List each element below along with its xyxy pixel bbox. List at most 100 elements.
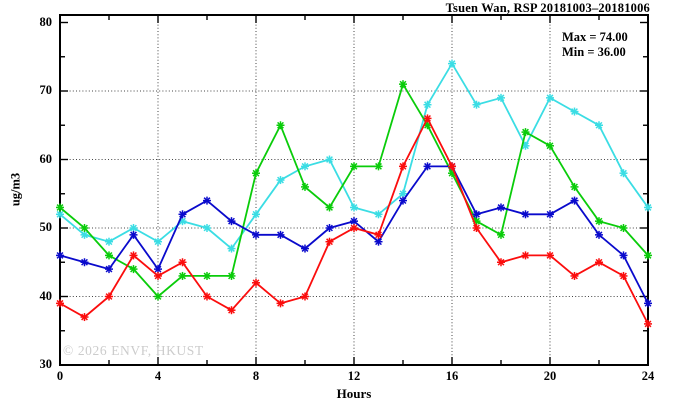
x-axis-tick-label: 12 [347, 369, 361, 383]
data-point-marker [105, 237, 113, 246]
data-point-marker [80, 313, 89, 322]
data-point-marker [595, 217, 603, 226]
x-axis-tick-label: 8 [252, 369, 260, 383]
data-point-marker [595, 258, 603, 267]
data-point-marker [227, 217, 236, 226]
data-point-marker [644, 299, 652, 308]
data-point-marker [80, 258, 89, 267]
data-point-marker [546, 210, 554, 219]
data-point-marker [129, 224, 138, 232]
y-axis-title: ug/m3 [8, 172, 23, 207]
data-point-marker [178, 210, 187, 219]
min-value-label: Min = 36.00 [562, 45, 626, 59]
data-point-marker [350, 203, 358, 212]
data-point-marker [374, 237, 383, 246]
data-point-marker [423, 114, 432, 123]
data-point-marker [56, 299, 64, 308]
data-point-marker [619, 251, 628, 260]
data-point-marker [252, 278, 260, 287]
data-point-marker [105, 265, 113, 274]
x-axis-tick-label: 20 [543, 369, 557, 383]
data-point-marker [105, 251, 113, 260]
plot-border [59, 14, 649, 366]
data-point-marker [521, 128, 530, 137]
data-point-marker [374, 162, 383, 171]
data-point-marker [325, 203, 334, 212]
data-point-marker [325, 224, 334, 232]
data-point-marker [350, 224, 358, 232]
data-point-marker [374, 210, 383, 219]
data-point-marker [276, 176, 285, 185]
max-value-label: Max = 74.00 [562, 30, 628, 44]
x-axis-tick-label: 0 [56, 369, 64, 383]
data-point-marker [301, 292, 309, 301]
data-point-marker [570, 271, 579, 280]
data-point-marker [497, 93, 505, 102]
data-point-marker [374, 230, 383, 239]
data-point-marker [301, 182, 309, 191]
data-point-marker [595, 121, 603, 130]
data-point-marker [80, 224, 89, 232]
watermark: © 2026 ENVF, HKUST [63, 343, 204, 358]
data-point-marker [56, 251, 64, 260]
data-point-marker [546, 141, 554, 150]
data-point-marker [570, 196, 579, 205]
data-point-marker [546, 251, 554, 260]
data-point-marker [154, 265, 162, 274]
data-point-marker [619, 224, 628, 232]
data-point-marker [570, 107, 579, 116]
data-point-marker [570, 182, 579, 191]
data-point-marker [129, 265, 138, 274]
data-point-marker [521, 210, 530, 219]
data-point-marker [252, 210, 260, 219]
x-axis-tick-label: 24 [641, 369, 655, 383]
series-line-blue-series [59, 165, 649, 304]
data-point-marker [301, 244, 309, 253]
data-point-marker [154, 271, 162, 280]
data-point-marker [644, 203, 652, 212]
data-point-marker [472, 210, 481, 219]
data-point-marker [203, 224, 211, 232]
data-point-marker [350, 162, 358, 171]
data-point-marker [203, 196, 211, 205]
data-point-marker [105, 292, 113, 301]
data-point-marker [178, 271, 187, 280]
chart-title: Tsuen Wan, RSP 20181003–20181006 [445, 1, 650, 15]
data-point-marker [276, 299, 285, 308]
data-point-marker [399, 162, 407, 171]
data-point-marker [423, 162, 432, 171]
data-point-marker [399, 196, 407, 205]
data-point-marker [546, 93, 554, 102]
y-axis-tick-label: 60 [39, 151, 53, 166]
data-point-marker [276, 121, 285, 130]
data-point-marker [448, 59, 456, 68]
data-point-marker [203, 271, 211, 280]
data-point-marker [350, 217, 358, 226]
stats-annotation: Max = 74.00 Min = 36.00 [562, 30, 628, 60]
data-point-marker [521, 251, 530, 260]
data-point-marker [595, 230, 603, 239]
data-point-marker [644, 251, 652, 260]
data-point-marker [276, 230, 285, 239]
data-point-marker [497, 230, 505, 239]
data-point-marker [129, 230, 138, 239]
data-point-marker [301, 162, 309, 171]
y-axis-tick-label: 70 [39, 83, 53, 97]
data-point-marker [80, 230, 89, 239]
data-point-marker [497, 258, 505, 267]
data-point-marker [154, 292, 162, 301]
data-point-marker [325, 237, 334, 246]
data-point-marker [619, 169, 628, 178]
data-point-marker [154, 237, 162, 246]
data-point-marker [227, 306, 236, 315]
data-point-marker [619, 271, 628, 280]
data-point-marker [644, 319, 652, 328]
data-point-marker [472, 100, 481, 109]
data-point-marker [178, 258, 187, 267]
data-point-marker [252, 169, 260, 178]
y-axis-tick-label: 50 [39, 220, 53, 234]
y-axis-tick-label: 40 [39, 288, 53, 303]
data-point-marker [399, 189, 407, 198]
